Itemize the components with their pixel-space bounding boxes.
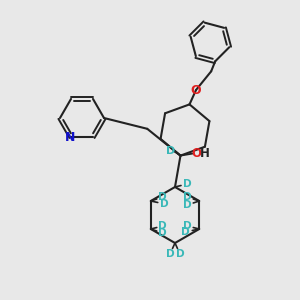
Text: D: D bbox=[183, 221, 192, 231]
Text: D: D bbox=[158, 228, 167, 238]
Text: O: O bbox=[191, 83, 201, 97]
Text: D: D bbox=[183, 200, 192, 210]
Text: O: O bbox=[191, 147, 202, 160]
Text: D: D bbox=[176, 249, 184, 259]
Text: D: D bbox=[183, 179, 191, 189]
Text: D: D bbox=[181, 227, 190, 237]
Text: D: D bbox=[166, 249, 174, 259]
Text: D: D bbox=[158, 221, 167, 231]
Text: D: D bbox=[183, 192, 192, 202]
Text: D: D bbox=[158, 192, 167, 202]
Text: H: H bbox=[200, 147, 209, 160]
Text: N: N bbox=[65, 130, 75, 144]
Text: D: D bbox=[166, 146, 175, 156]
Text: D: D bbox=[160, 199, 169, 209]
